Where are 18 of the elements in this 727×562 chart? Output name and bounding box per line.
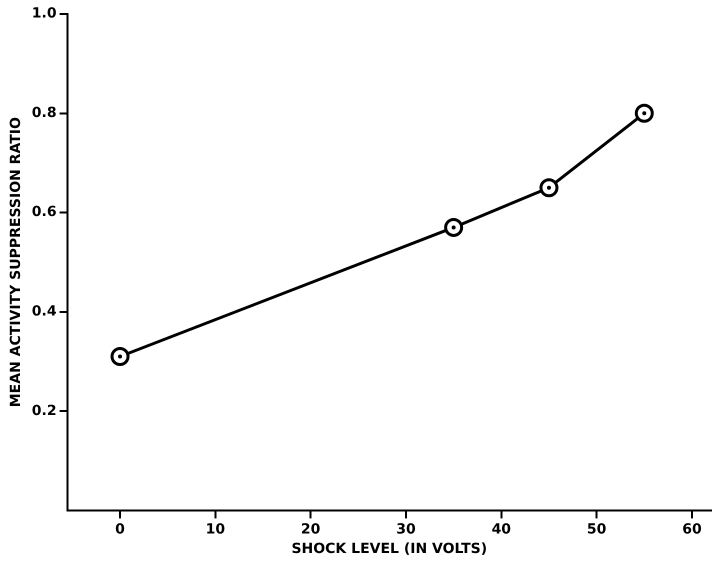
x-tick-label: 20 xyxy=(300,521,321,538)
x-tick-label: 10 xyxy=(206,521,226,538)
point xyxy=(539,178,558,198)
x-tick-label: 60 xyxy=(682,521,702,538)
point xyxy=(634,104,654,123)
x-axis-title: SHOCK LEVEL (IN VOLTS) xyxy=(291,541,488,558)
y-tick-label: 0.8 xyxy=(32,104,57,121)
point xyxy=(110,347,130,366)
x-tick-label: 40 xyxy=(492,521,512,538)
y-tick-label: 0.4 xyxy=(32,303,57,320)
x-tick-label: 0 xyxy=(115,521,126,538)
y-tick-label: 0.6 xyxy=(32,204,57,220)
y-axis-title: MEAN ACTIVITY SUPPRESSION RATIO xyxy=(8,117,24,408)
x-tick-label: 30 xyxy=(396,521,416,538)
y-tick-label: 1.0 xyxy=(32,6,57,22)
x-tick-label: 50 xyxy=(586,521,607,538)
point xyxy=(444,218,464,237)
y-tick-label: 0.2 xyxy=(32,402,57,419)
